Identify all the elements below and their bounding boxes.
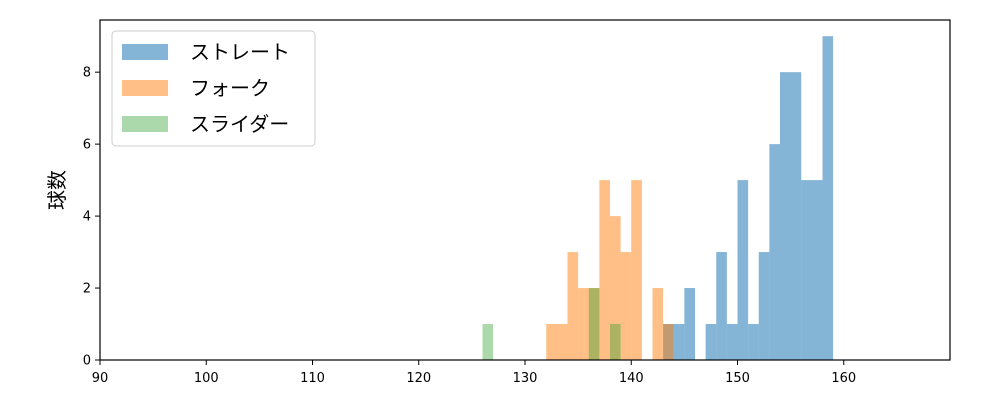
histogram-bar [663, 324, 674, 360]
histogram-bar [822, 36, 834, 360]
y-axis: 0 2 4 6 8 [83, 66, 100, 369]
histogram-bar [684, 288, 695, 360]
x-axis: 90 100 110 120 130 140 150 160 [92, 360, 856, 386]
legend-label: フォーク [190, 76, 270, 100]
histogram-bar [482, 324, 494, 360]
x-tick-label: 120 [406, 371, 431, 386]
legend-swatch [122, 116, 168, 132]
y-tick-label: 6 [83, 138, 91, 153]
x-tick-label: 130 [513, 371, 538, 386]
histogram-bar [588, 288, 600, 360]
x-tick-label: 110 [300, 371, 325, 386]
series-0 [663, 36, 834, 360]
y-axis-label: 球数 [45, 170, 69, 210]
histogram-bar [673, 324, 685, 360]
x-tick-label: 100 [194, 371, 219, 386]
histogram-bar [780, 72, 802, 360]
x-tick-label: 150 [725, 371, 750, 386]
histogram-bar [610, 216, 621, 360]
histogram-bars [482, 36, 834, 360]
y-tick-label: 8 [83, 66, 91, 81]
legend-label: ストレート [190, 40, 290, 64]
histogram-bar [801, 180, 823, 360]
histogram-bar [578, 288, 600, 360]
histogram-bar [620, 252, 632, 360]
histogram-bar [758, 252, 770, 360]
y-tick-label: 0 [83, 354, 91, 369]
histogram-bar [748, 324, 759, 360]
legend-swatch [122, 44, 168, 60]
y-tick-label: 4 [83, 210, 91, 225]
histogram-bar [726, 324, 738, 360]
histogram-bar [567, 252, 579, 360]
x-tick-label: 140 [619, 371, 644, 386]
histogram-bar [599, 180, 610, 360]
histogram-bar [652, 288, 664, 360]
legend-label: スライダー [190, 112, 289, 136]
y-tick-label: 2 [83, 282, 91, 297]
histogram-bar [705, 324, 717, 360]
legend-swatch [122, 80, 168, 96]
series-1 [546, 180, 674, 360]
histogram-bar [610, 324, 621, 360]
x-tick-label: 160 [831, 371, 856, 386]
series-2 [482, 288, 621, 360]
histogram-bar [737, 180, 749, 360]
histogram-bar [769, 144, 780, 360]
x-tick-label: 90 [92, 371, 109, 386]
histogram-bar [631, 180, 642, 360]
histogram-bar [546, 324, 568, 360]
histogram-bar [716, 252, 727, 360]
